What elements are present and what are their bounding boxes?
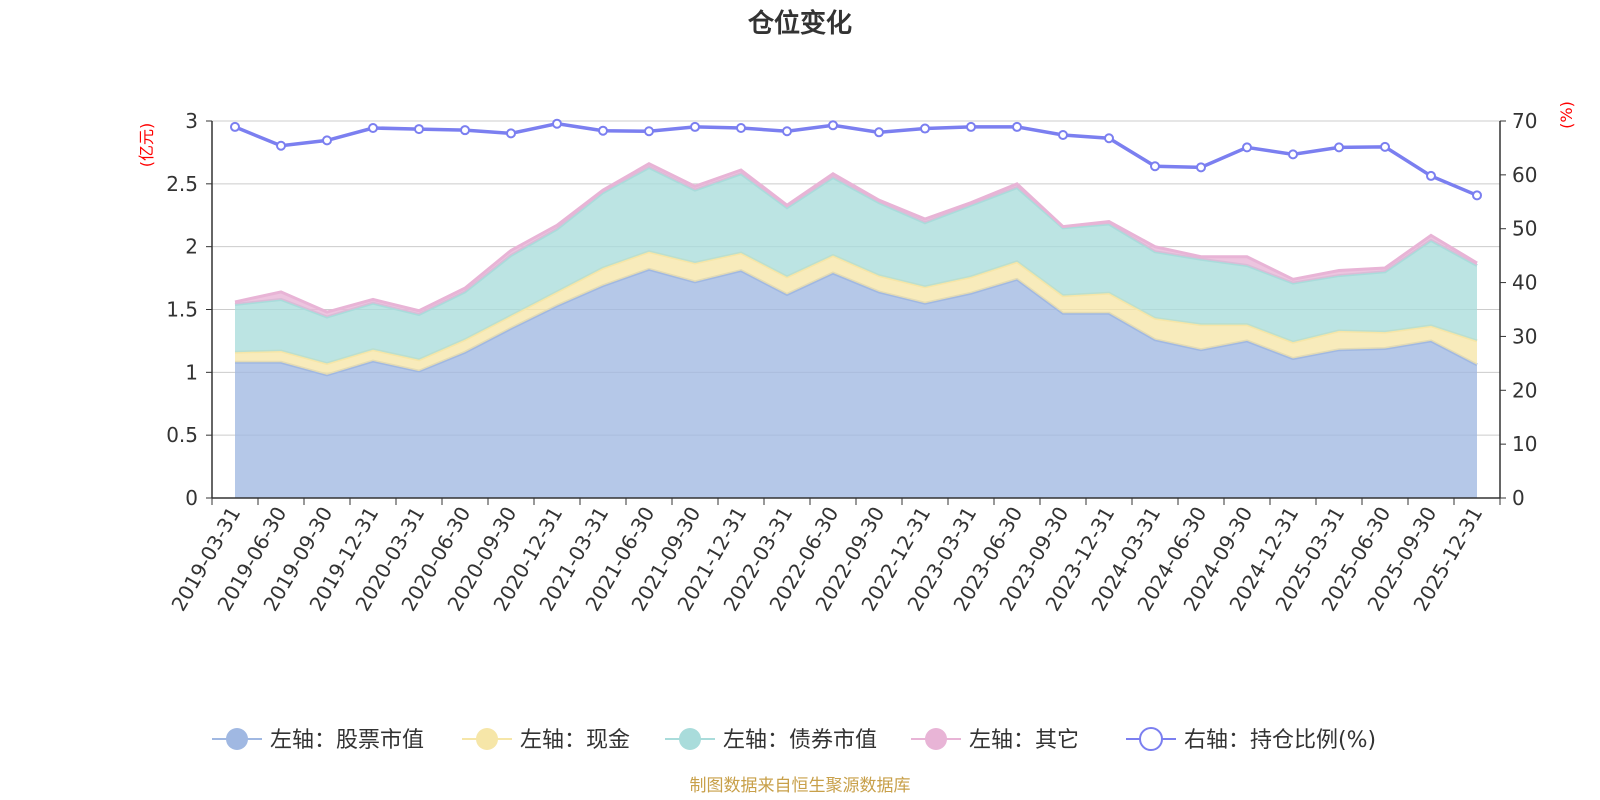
line-point: [276, 140, 286, 151]
legend-swatch-marker: [1139, 727, 1163, 751]
line-series: [230, 118, 1482, 201]
line-point: [1150, 161, 1160, 172]
legend-label: 左轴：现金: [520, 728, 630, 753]
right-tick-label: 0: [1512, 486, 1525, 510]
legend-label: 左轴：其它: [969, 728, 1079, 753]
line-point: [1334, 142, 1344, 153]
left-tick-label: 2.5: [166, 172, 198, 196]
line-point: [1196, 162, 1206, 173]
right-tick-label: 20: [1512, 378, 1537, 402]
legend-swatch-marker: [226, 728, 248, 750]
right-tick-label: 50: [1512, 217, 1537, 241]
line-point: [644, 126, 654, 137]
line-point: [1288, 149, 1298, 160]
legend-item: 左轴：现金: [462, 728, 630, 753]
left-tick-label: 1.5: [166, 298, 198, 322]
line-point: [1058, 130, 1068, 141]
line-右轴：持仓比例(%): [234, 121, 1478, 197]
right-axis-unit: (%): [1557, 101, 1576, 129]
legend-item: 左轴：债券市值: [665, 728, 877, 753]
left-tick-label: 1: [185, 360, 198, 384]
left-tick-label: 0.5: [166, 423, 198, 447]
line-point: [782, 126, 792, 137]
area-edge-左轴：其它: [234, 162, 1478, 314]
right-tick-label: 30: [1512, 324, 1537, 348]
line-point: [598, 125, 608, 136]
area-左轴：现金: [235, 251, 1477, 375]
right-tick-label: 60: [1512, 163, 1537, 187]
line-point: [920, 123, 930, 134]
left-tick-label: 3: [185, 109, 198, 133]
line-point: [552, 118, 562, 129]
legend-label: 左轴：股票市值: [270, 728, 424, 753]
area-series: [234, 162, 1478, 498]
line-point: [1380, 141, 1390, 152]
left-tick-label: 2: [185, 235, 198, 259]
legend: 左轴：股票市值 左轴：现金 左轴：债券市值 左轴：其它 右轴：持仓比例(%): [212, 727, 1376, 753]
source-note: 制图数据来自恒生聚源数据库: [690, 776, 911, 796]
line-point: [1012, 121, 1022, 132]
line-point: [1472, 190, 1482, 201]
line-point: [874, 127, 884, 138]
line-point: [736, 123, 746, 134]
legend-item: 左轴：其它: [911, 728, 1079, 753]
legend-label: 左轴：债券市值: [723, 728, 877, 753]
line-point: [368, 123, 378, 134]
left-tick-label: 0: [185, 486, 198, 510]
line-point: [966, 121, 976, 132]
left-axis-unit: (亿元): [137, 123, 156, 168]
line-point: [1242, 142, 1252, 153]
line-point: [414, 124, 424, 135]
area-左轴：股票市值: [235, 269, 1477, 498]
line-point: [322, 135, 332, 146]
legend-swatch-marker: [679, 728, 701, 750]
line-point: [1426, 170, 1436, 181]
legend-swatch-marker: [476, 728, 498, 750]
line-point: [690, 121, 700, 132]
chart-title: 仓位变化: [747, 8, 852, 39]
area-左轴：债券市值: [235, 167, 1477, 364]
axes: [206, 120, 1506, 505]
right-tick-label: 10: [1512, 432, 1537, 456]
line-point: [230, 121, 240, 132]
line-point: [506, 128, 516, 139]
legend-swatch-marker: [925, 728, 947, 750]
line-point: [828, 120, 838, 131]
legend-item: 左轴：股票市值: [212, 728, 424, 753]
legend-item: 右轴：持仓比例(%): [1126, 727, 1376, 753]
right-tick-label: 40: [1512, 271, 1537, 295]
legend-label: 右轴：持仓比例(%): [1184, 728, 1376, 753]
line-point: [1104, 133, 1114, 144]
right-tick-label: 70: [1512, 109, 1537, 133]
line-point: [460, 125, 470, 136]
